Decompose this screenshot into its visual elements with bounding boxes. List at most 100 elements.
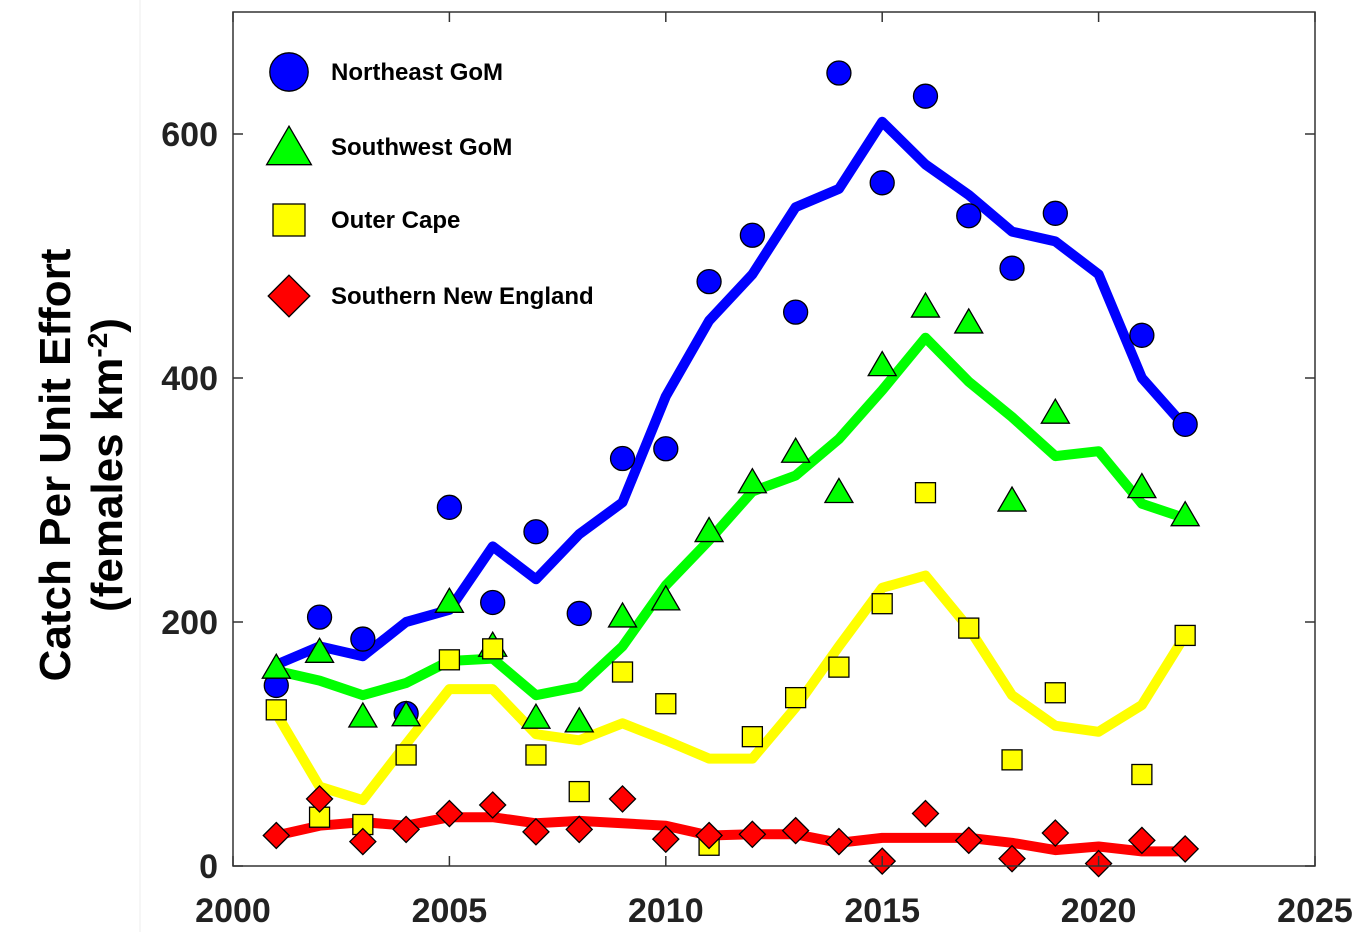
data-markers — [261, 60, 1201, 878]
data-point-series-3 — [305, 784, 334, 813]
y-axis-title-superscript: -2 — [82, 333, 113, 358]
data-point-series-3 — [651, 825, 680, 854]
legend-label-2: Outer Cape — [331, 207, 460, 234]
trend-lines — [271, 116, 1191, 857]
data-point-series-1 — [434, 586, 465, 613]
data-point-series-0 — [653, 436, 679, 462]
data-point-series-3 — [1127, 826, 1156, 855]
data-point-series-2 — [482, 638, 504, 660]
data-point-series-1 — [261, 652, 292, 679]
data-point-series-3 — [435, 799, 464, 828]
data-point-series-3 — [522, 817, 550, 846]
data-point-series-1 — [910, 291, 941, 318]
data-point-series-0 — [1172, 411, 1198, 438]
x-tick-label: 2005 — [412, 892, 488, 930]
data-point-series-2 — [958, 617, 980, 639]
data-point-series-2 — [1174, 624, 1196, 647]
data-point-series-0 — [782, 299, 809, 325]
data-point-series-2 — [265, 699, 287, 721]
data-point-series-2 — [784, 686, 807, 709]
data-point-series-2 — [1001, 749, 1023, 771]
data-point-series-0 — [1042, 200, 1068, 226]
data-point-series-1 — [1126, 472, 1158, 499]
data-point-series-2 — [828, 656, 850, 678]
data-point-series-1 — [823, 477, 855, 504]
data-point-series-1 — [953, 307, 984, 334]
data-point-series-0 — [480, 589, 506, 616]
data-point-series-0 — [436, 494, 463, 520]
data-point-series-1 — [390, 700, 422, 727]
y-tick-label: 600 — [161, 116, 218, 154]
legend-marker-0 — [269, 52, 309, 92]
data-point-series-3 — [695, 821, 723, 850]
data-point-series-3 — [565, 815, 594, 844]
data-point-series-3 — [348, 827, 377, 856]
data-point-series-1 — [693, 516, 725, 543]
data-point-series-3 — [262, 821, 291, 850]
data-point-series-3 — [998, 844, 1026, 873]
data-point-series-3 — [954, 826, 983, 855]
y-tick-label: 200 — [161, 604, 218, 642]
data-point-series-1 — [867, 350, 898, 377]
x-tick-label: 2015 — [844, 892, 920, 930]
data-point-series-2 — [1131, 763, 1153, 786]
data-point-series-1 — [304, 636, 335, 663]
data-point-series-0 — [869, 170, 895, 196]
trend-line-series-0 — [271, 116, 1191, 670]
y-axis-title-line1: Catch Per Unit Effort — [31, 248, 80, 681]
data-point-series-2 — [611, 661, 634, 683]
data-point-series-2 — [568, 780, 590, 803]
trend-line-series-2 — [271, 570, 1191, 806]
data-point-series-0 — [566, 600, 592, 627]
legend: Northeast GoM Southwest GoM Outer Cape Sout… — [265, 52, 594, 318]
data-point-series-0 — [609, 445, 636, 472]
data-point-series-1 — [564, 706, 595, 733]
y-tick-label: 0 — [199, 848, 218, 886]
trend-line-series-3 — [271, 812, 1191, 857]
data-point-series-2 — [1044, 682, 1066, 704]
data-point-series-3 — [478, 791, 507, 819]
legend-marker-2 — [272, 203, 306, 237]
data-point-series-1 — [607, 601, 638, 628]
data-point-series-2 — [438, 649, 461, 671]
data-point-series-2 — [395, 744, 417, 766]
data-point-series-3 — [825, 827, 853, 856]
legend-marker-3 — [267, 274, 311, 318]
data-point-series-2 — [525, 744, 547, 766]
data-point-series-1 — [520, 702, 552, 729]
data-point-series-1 — [347, 701, 378, 728]
data-point-series-0 — [999, 255, 1025, 281]
data-point-series-2 — [871, 593, 893, 615]
data-point-series-0 — [912, 83, 939, 109]
data-point-series-0 — [826, 60, 852, 86]
axis-ticks: 2000 2005 2010 2015 2020 2025 0 200 400 600 — [161, 12, 1353, 930]
data-point-series-2 — [914, 482, 937, 504]
data-point-series-0 — [739, 222, 766, 248]
data-point-series-1 — [1040, 397, 1071, 424]
data-point-series-2 — [655, 693, 677, 715]
data-point-series-0 — [523, 519, 549, 545]
legend-marker-1 — [265, 124, 313, 166]
data-point-series-0 — [350, 626, 376, 652]
data-point-series-3 — [781, 816, 810, 845]
x-tick-label: 2020 — [1061, 892, 1137, 930]
x-tick-label: 2010 — [628, 892, 704, 930]
trend-line-series-1 — [271, 332, 1191, 701]
data-point-series-0 — [306, 604, 333, 630]
data-point-series-0 — [696, 268, 722, 295]
data-point-series-1 — [996, 485, 1028, 512]
plot-frame — [232, 11, 1316, 867]
y-axis-title-prefix: (females km — [83, 358, 132, 612]
x-tick-label: 2000 — [195, 892, 271, 930]
y-tick-label: 400 — [161, 360, 218, 398]
legend-label-1: Southwest GoM — [331, 134, 512, 161]
x-tick-label: 2025 — [1277, 892, 1353, 930]
data-point-series-0 — [1129, 322, 1155, 348]
y-axis-title-suffix: ) — [83, 318, 132, 333]
data-point-series-1 — [650, 584, 681, 611]
data-point-series-0 — [956, 203, 982, 229]
data-point-series-3 — [1171, 835, 1200, 863]
legend-label-3: Southern New England — [331, 283, 594, 310]
data-point-series-3 — [911, 799, 940, 828]
